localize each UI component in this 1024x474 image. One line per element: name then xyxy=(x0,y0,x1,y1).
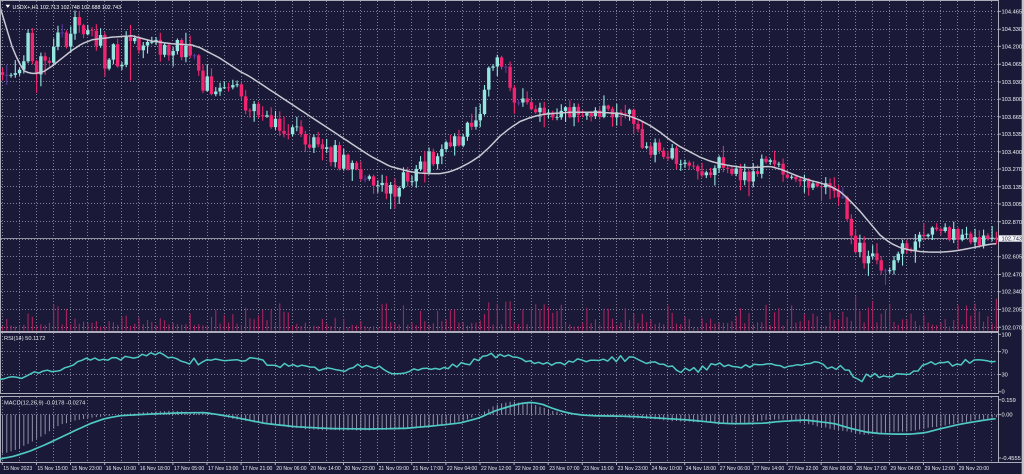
svg-text:102.070: 102.070 xyxy=(1002,325,1023,331)
svg-text:27 Nov 06:00: 27 Nov 06:00 xyxy=(720,466,750,472)
svg-text:MACD(12,26,9) -0.0178 -0.0274: MACD(12,26,9) -0.0178 -0.0274 xyxy=(4,401,85,407)
svg-text:103.800: 103.800 xyxy=(1002,97,1023,103)
svg-text:-0.4555: -0.4555 xyxy=(1002,456,1021,462)
svg-text:17 Nov 13:00: 17 Nov 13:00 xyxy=(208,466,238,472)
svg-text:23 Nov 23:00: 23 Nov 23:00 xyxy=(618,466,648,472)
svg-text:17 Nov 21:00: 17 Nov 21:00 xyxy=(242,466,272,472)
svg-text:102.205: 102.205 xyxy=(1002,308,1023,314)
svg-text:30: 30 xyxy=(1002,373,1008,379)
svg-text:102.340: 102.340 xyxy=(1002,290,1023,296)
svg-text:0.00: 0.00 xyxy=(1002,413,1013,419)
svg-text:16 Nov 18:00: 16 Nov 18:00 xyxy=(140,466,170,472)
svg-text:22 Nov 12:00: 22 Nov 12:00 xyxy=(481,466,511,472)
svg-text:21 Nov 17:00: 21 Nov 17:00 xyxy=(413,466,443,472)
svg-text:103.930: 103.930 xyxy=(1002,80,1023,86)
svg-text:104.065: 104.065 xyxy=(1002,62,1023,68)
svg-text:20 Nov 06:00: 20 Nov 06:00 xyxy=(276,466,306,472)
svg-text:15 Nov 23:00: 15 Nov 23:00 xyxy=(72,466,102,472)
svg-text:17 Nov 05:00: 17 Nov 05:00 xyxy=(174,466,204,472)
svg-text:USDX+,H1 102.713 102.748 102.6: USDX+,H1 102.713 102.748 102.688 102.743 xyxy=(13,5,122,11)
svg-text:24 Nov 10:00: 24 Nov 10:00 xyxy=(652,466,682,472)
svg-text:15 Nov 2023: 15 Nov 2023 xyxy=(3,466,32,472)
svg-text:100: 100 xyxy=(1002,332,1012,338)
svg-text:20 Nov 14:00: 20 Nov 14:00 xyxy=(310,466,340,472)
svg-text:27 Nov 14:00: 27 Nov 14:00 xyxy=(754,466,784,472)
svg-text:22 Nov 04:00: 22 Nov 04:00 xyxy=(447,466,477,472)
svg-text:29 Nov 04:00: 29 Nov 04:00 xyxy=(890,466,920,472)
svg-text:103.665: 103.665 xyxy=(1002,115,1023,121)
svg-text:23 Nov 07:00: 23 Nov 07:00 xyxy=(549,466,579,472)
svg-text:27 Nov 22:00: 27 Nov 22:00 xyxy=(788,466,818,472)
svg-text:28 Nov 17:00: 28 Nov 17:00 xyxy=(856,466,886,472)
svg-text:28 Nov 09:00: 28 Nov 09:00 xyxy=(822,466,852,472)
svg-text:102.743: 102.743 xyxy=(1002,237,1023,243)
svg-text:102.605: 102.605 xyxy=(1002,255,1023,261)
svg-text:29 Nov 12:00: 29 Nov 12:00 xyxy=(925,466,955,472)
svg-text:16 Nov 10:00: 16 Nov 10:00 xyxy=(106,466,136,472)
svg-text:0.159: 0.159 xyxy=(1002,398,1016,404)
svg-text:104.200: 104.200 xyxy=(1002,44,1023,50)
svg-text:102.470: 102.470 xyxy=(1002,273,1023,279)
svg-text:RSI(14) 50.1172: RSI(14) 50.1172 xyxy=(4,336,45,342)
svg-text:103.135: 103.135 xyxy=(1002,185,1023,191)
svg-text:20 Nov 22:00: 20 Nov 22:00 xyxy=(345,466,375,472)
svg-text:70: 70 xyxy=(1002,350,1008,356)
svg-text:23 Nov 15:00: 23 Nov 15:00 xyxy=(583,466,613,472)
svg-text:103.005: 103.005 xyxy=(1002,202,1023,208)
svg-text:103.400: 103.400 xyxy=(1002,150,1023,156)
svg-text:102.870: 102.870 xyxy=(1002,220,1023,226)
svg-text:103.270: 103.270 xyxy=(1002,167,1023,173)
svg-text:103.535: 103.535 xyxy=(1002,132,1023,138)
svg-text:22 Nov 20:00: 22 Nov 20:00 xyxy=(515,466,545,472)
svg-text:104.465: 104.465 xyxy=(1002,9,1023,15)
svg-text:15 Nov 15:00: 15 Nov 15:00 xyxy=(37,466,67,472)
svg-text:21 Nov 09:00: 21 Nov 09:00 xyxy=(379,466,409,472)
svg-text:104.330: 104.330 xyxy=(1002,27,1023,33)
svg-text:29 Nov 20:00: 29 Nov 20:00 xyxy=(959,466,989,472)
svg-text:0: 0 xyxy=(1002,390,1005,396)
svg-text:24 Nov 18:00: 24 Nov 18:00 xyxy=(686,466,716,472)
